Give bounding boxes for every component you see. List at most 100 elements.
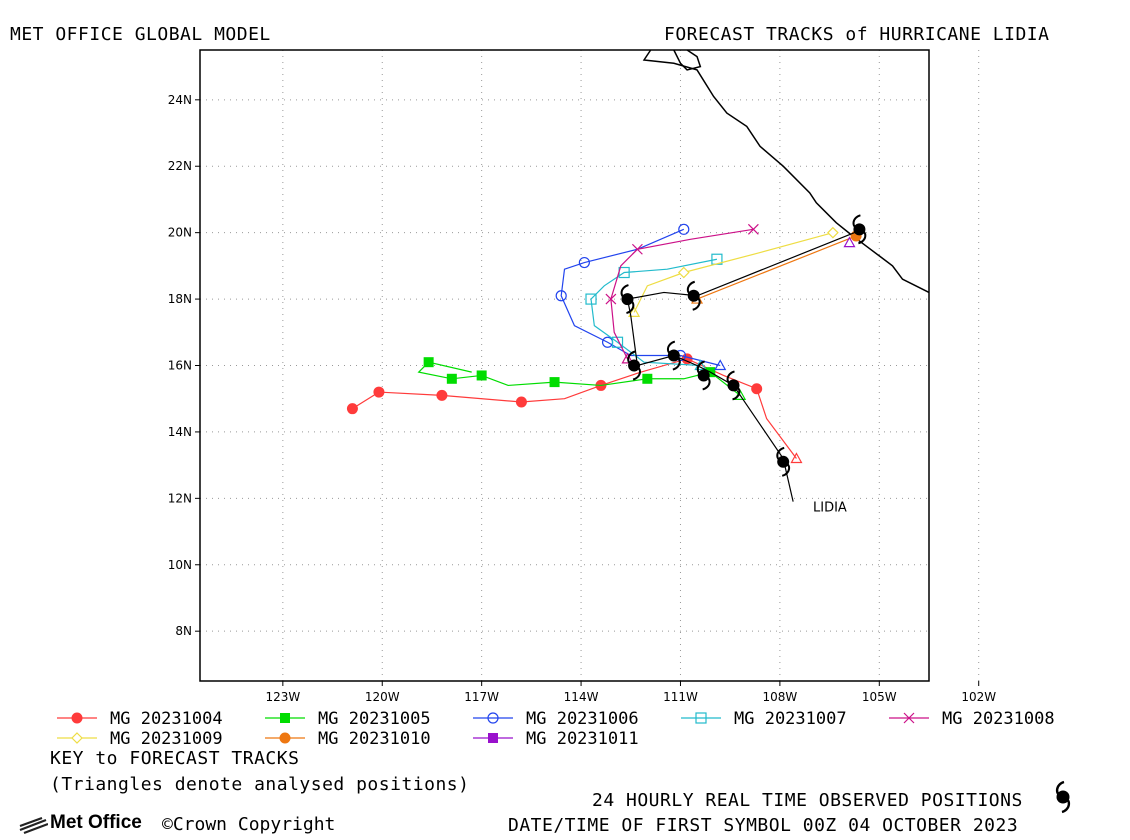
x-tick-label: 123W <box>265 690 300 704</box>
hurricane-symbol <box>686 280 701 311</box>
series-point <box>611 336 624 348</box>
series-point <box>605 293 617 305</box>
legend-label: MG 20231007 <box>734 709 847 729</box>
series-point <box>436 389 448 401</box>
legend-marker <box>71 732 83 744</box>
legend-item-6: MG 20231010 <box>265 729 431 749</box>
legend-item-4: MG 20231008 <box>889 709 1055 729</box>
y-tick-label: 22N <box>168 159 192 173</box>
y-tick-label: 8N <box>175 624 192 638</box>
y-tick-label: 12N <box>168 491 192 505</box>
x-tick-label: 114W <box>564 690 599 704</box>
forecast-tracks <box>346 223 862 464</box>
legend-item-2: MG 20231006 <box>473 709 639 729</box>
series-track-0 <box>346 353 803 464</box>
series-track-4 <box>605 223 759 364</box>
series-point <box>555 290 567 302</box>
series-point <box>446 373 457 384</box>
hurricane-symbol <box>696 360 711 391</box>
coastline-segment <box>642 49 930 294</box>
legend-label: MG 20231004 <box>110 709 223 729</box>
y-tick-label: 10N <box>168 558 192 572</box>
x-tick-label: 108W <box>762 690 797 704</box>
analysed-triangle <box>628 306 641 317</box>
series-line <box>590 258 718 367</box>
y-tick-label: 24N <box>168 93 192 107</box>
legend-item-7: MG 20231011 <box>473 729 639 749</box>
series-point <box>751 383 763 395</box>
hurricane-symbol <box>776 446 791 477</box>
series-track-7 <box>843 236 856 248</box>
series-point <box>827 226 839 239</box>
coastline-segment <box>673 49 702 71</box>
legend-label: MG 20231011 <box>526 729 639 749</box>
legend-marker <box>903 712 915 724</box>
chart-title: FORECAST TRACKS of HURRICANE LIDIA <box>664 24 1050 45</box>
met-office-logo-text: Met Office <box>50 812 142 833</box>
legend-marker <box>487 712 499 724</box>
coastline <box>642 49 930 294</box>
legend-label: MG 20231009 <box>110 729 223 749</box>
y-tick-label: 18N <box>168 292 192 306</box>
y-tick-label: 20N <box>168 226 192 240</box>
x-tick-label: 117W <box>464 690 499 704</box>
legend-label: MG 20231008 <box>942 709 1055 729</box>
chart-header-left: MET OFFICE GLOBAL MODEL <box>10 24 271 45</box>
legend-label: MG 20231006 <box>526 709 639 729</box>
key-note: (Triangles denote analysed positions) <box>50 774 470 795</box>
legend-item-5: MG 20231009 <box>57 729 223 749</box>
hurricane-symbol <box>852 214 867 245</box>
observed-positions-label: 24 HOURLY REAL TIME OBSERVED POSITIONS <box>592 790 1023 811</box>
legend-marker <box>280 713 290 723</box>
copyright: ©Crown Copyright <box>162 814 336 835</box>
y-tick-label: 14N <box>168 425 192 439</box>
series-point <box>373 386 385 398</box>
series-point <box>642 373 653 384</box>
series-point <box>747 223 759 235</box>
hurricane-symbol <box>726 370 741 401</box>
legend-marker <box>488 733 498 743</box>
legend: MG 20231004 MG 20231005 MG 20231006 MG 2023… <box>57 709 1055 749</box>
series-line <box>417 361 741 396</box>
series-track-5 <box>628 226 839 317</box>
series-point <box>677 266 690 279</box>
series-point <box>515 396 527 408</box>
legend-marker <box>279 732 291 744</box>
analysed-triangle <box>714 359 727 371</box>
series-point <box>631 243 643 255</box>
series-point <box>549 377 560 388</box>
series-line <box>610 228 754 360</box>
plot-frame <box>199 49 930 682</box>
hurricane-symbol <box>666 340 681 371</box>
hurricane-symbol <box>627 350 641 381</box>
series-point <box>423 357 434 368</box>
series-point <box>578 256 590 269</box>
grid-lines <box>200 50 980 681</box>
track-chart: 123W 120W 117W 114W 111W 108W 105W 102W 8N 10N 12N… <box>168 49 996 704</box>
y-tick-label: 16N <box>168 359 192 373</box>
legend-label: MG 20231010 <box>318 729 431 749</box>
analysed-triangle <box>843 236 856 248</box>
met-office-logo-icon <box>19 816 48 835</box>
series-point <box>678 223 690 235</box>
legend-marker <box>71 712 83 724</box>
series-point <box>346 403 358 415</box>
series-point <box>585 293 597 305</box>
first-symbol-datetime: DATE/TIME OF FIRST SYMBOL 00Z 04 OCTOBER… <box>508 815 1019 836</box>
hurricane-symbol <box>620 284 635 315</box>
series-line <box>696 235 857 300</box>
x-tick-label: 111W <box>663 690 698 704</box>
storm-label: LIDIA <box>813 501 847 516</box>
legend-marker <box>695 712 707 724</box>
axis-ticks: 123W 120W 117W 114W 111W 108W 105W 102W 8N 10N 12N… <box>168 93 996 704</box>
key-title: KEY to FORECAST TRACKS <box>50 748 300 769</box>
series-track-3 <box>585 253 723 371</box>
legend-item-3: MG 20231007 <box>681 709 847 729</box>
x-tick-label: 105W <box>862 690 897 704</box>
observed-track-line <box>626 228 863 502</box>
x-tick-label: 120W <box>365 690 400 704</box>
series-point <box>476 370 487 381</box>
x-tick-label: 102W <box>961 690 996 704</box>
legend-item-1: MG 20231005 <box>265 709 431 729</box>
analysed-triangle <box>621 352 634 364</box>
